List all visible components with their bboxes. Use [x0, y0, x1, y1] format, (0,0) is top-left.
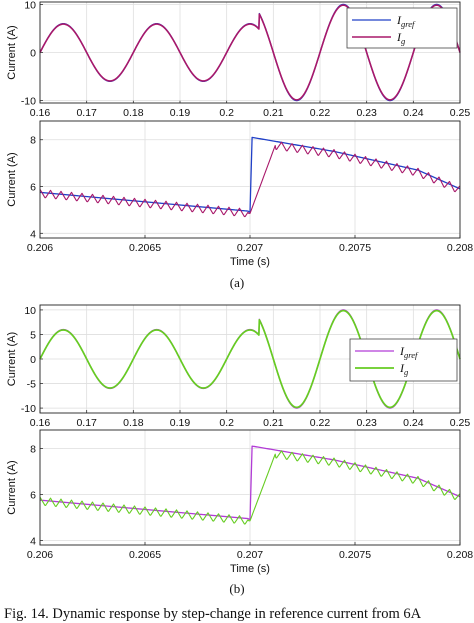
legend-entry: Ig	[396, 30, 405, 46]
x-tick-label: 0.24	[403, 107, 424, 119]
series-line-i-g	[39, 450, 461, 525]
x-tick-label: 0.2075	[339, 242, 371, 254]
legend-box	[346, 7, 458, 49]
x-tick-label: 0.207	[237, 549, 263, 561]
panel-label-a: (a)	[230, 275, 244, 290]
legend-entry-main: I	[396, 13, 402, 27]
x-tick-label: 0.25	[450, 417, 471, 429]
x-tick-label: 0.19	[170, 107, 191, 119]
legend-entry: Igref	[396, 13, 416, 29]
y-tick-label: 6	[30, 182, 36, 194]
y-tick-label: 6	[30, 489, 36, 501]
x-tick-label: 0.2065	[129, 549, 161, 561]
y-tick-label: 8	[30, 443, 36, 455]
x-tick-label: 0.23	[356, 417, 377, 429]
x-tick-label: 0.2	[219, 417, 234, 429]
x-tick-label: 0.22	[310, 417, 331, 429]
x-tick-label: 0.206	[27, 242, 53, 254]
legend-box	[349, 338, 458, 382]
x-tick-label: 0.25	[450, 107, 471, 119]
chart-2: 0.16 0.17 0.18 0.19 0.2 0.21 0.22 0.23 0.24 0.25 -…	[6, 304, 471, 429]
x-tick-label: 0.19	[170, 417, 191, 429]
y-axis-label: Current (A)	[6, 25, 18, 79]
x-axis-label: Time (s)	[230, 563, 270, 575]
x-tick-label: 0.21	[263, 417, 284, 429]
legend-entry-main: I	[399, 344, 405, 358]
y-axis-label: Current (A)	[6, 460, 18, 514]
x-tick-label: 0.18	[123, 107, 144, 119]
y-tick-label: -10	[21, 403, 36, 415]
x-axis-label: Time (s)	[230, 256, 270, 268]
chart-3: 0.206 0.2065 0.207 0.2075 0.208 4 6 8 Current (A…	[6, 429, 473, 575]
chart-0: 0.16 0.17 0.18 0.19 0.2 0.21 0.22 0.23 0.24 0.25 -…	[6, 0, 470, 119]
y-tick-label: 8	[30, 135, 36, 147]
y-tick-label: 10	[24, 305, 36, 317]
y-tick-label: 5	[30, 329, 36, 341]
legend-entry-sub: gref	[401, 19, 416, 29]
y-tick-label: -5	[27, 379, 36, 391]
y-tick-label: 0	[30, 48, 36, 60]
plot-frame	[39, 429, 461, 546]
x-tick-label: 0.16	[30, 107, 51, 119]
figure-caption: Fig. 14. Dynamic response by step-change…	[4, 606, 422, 622]
y-tick-label: 0	[30, 354, 36, 366]
x-tick-label: 0.23	[356, 107, 377, 119]
x-tick-label: 0.17	[76, 417, 97, 429]
x-tick-label: 0.2075	[339, 549, 371, 561]
plot-frame	[39, 304, 461, 414]
x-tick-label: 0.18	[123, 417, 144, 429]
legend-entry: Igref	[399, 344, 419, 360]
x-tick-label: 0.206	[27, 549, 53, 561]
x-tick-label: 0.17	[76, 107, 97, 119]
legend-entry-sub: gref	[404, 350, 419, 360]
legend-entry-main: I	[396, 30, 402, 44]
plot-frame	[39, 1, 461, 104]
legend-entry-sub: g	[404, 367, 408, 377]
chart-1: 0.206 0.2065 0.207 0.2075 0.208 4 6 8 Current (A…	[6, 120, 473, 268]
x-tick-label: 0.22	[310, 107, 331, 119]
x-tick-label: 0.207	[237, 242, 263, 254]
y-axis-label: Current (A)	[6, 332, 18, 386]
x-tick-label: 0.21	[263, 107, 284, 119]
x-tick-label: 0.208	[447, 242, 473, 254]
x-tick-label: 0.16	[30, 417, 51, 429]
x-tick-label: 0.208	[447, 549, 473, 561]
y-tick-label: 4	[30, 535, 36, 547]
legend-entry-main: I	[399, 361, 405, 375]
x-tick-label: 0.24	[403, 417, 424, 429]
legend-entry-sub: g	[401, 36, 405, 46]
y-tick-label: -10	[21, 96, 36, 108]
x-tick-label: 0.2065	[129, 242, 161, 254]
series-line-i-g	[39, 141, 461, 218]
plot-frame	[39, 120, 461, 239]
legend-entry: Ig	[399, 361, 408, 377]
y-tick-label: 4	[30, 228, 36, 240]
panel-label-b: (b)	[229, 581, 244, 596]
y-axis-label: Current (A)	[6, 152, 18, 206]
y-tick-label: 10	[24, 0, 36, 11]
series-line-i-g	[39, 309, 461, 409]
x-tick-label: 0.2	[219, 107, 234, 119]
series-line-i-g	[39, 4, 461, 101]
